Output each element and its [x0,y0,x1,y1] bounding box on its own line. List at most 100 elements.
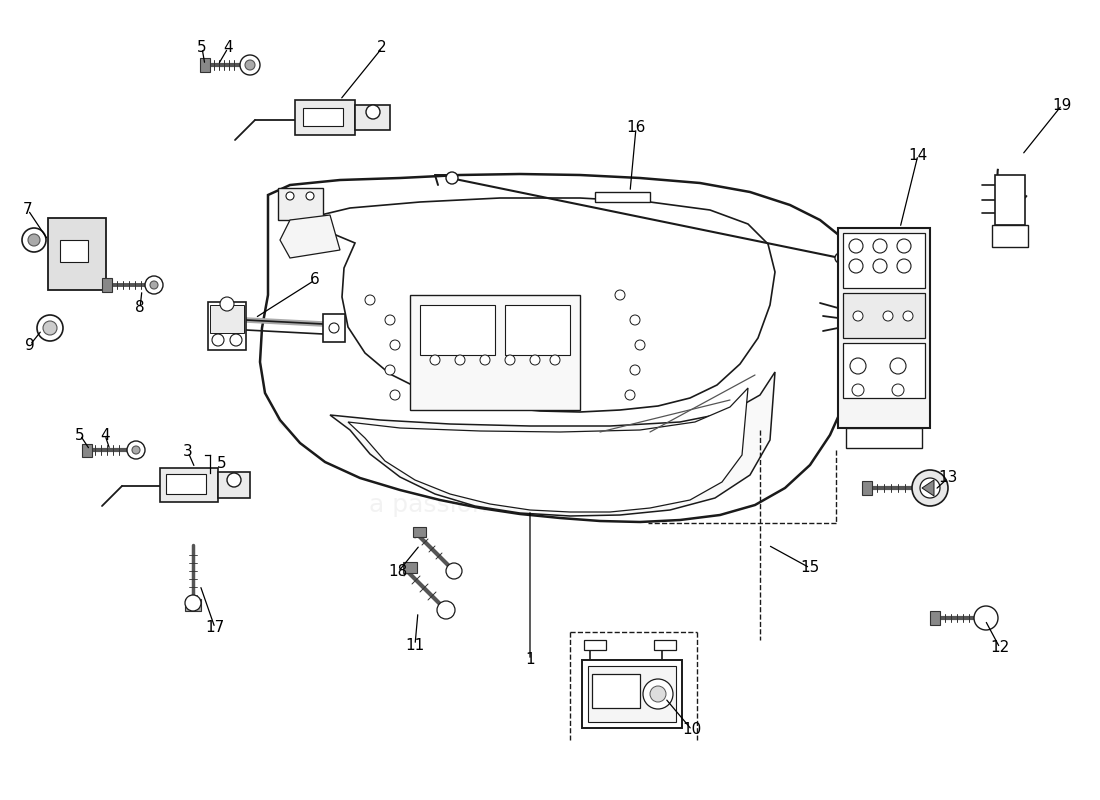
Circle shape [896,259,911,273]
Circle shape [150,281,158,289]
Bar [60,240,88,262]
Text: 1: 1 [525,653,535,667]
Bar [992,225,1028,247]
Circle shape [890,358,906,374]
Circle shape [505,355,515,365]
Circle shape [873,259,887,273]
Text: 5: 5 [75,427,85,442]
Circle shape [126,441,145,459]
Text: 10: 10 [682,722,702,738]
Circle shape [550,355,560,365]
Circle shape [849,259,864,273]
Bar [160,468,218,502]
Bar [505,305,570,355]
Polygon shape [330,372,776,516]
Bar [654,640,676,650]
Bar [48,218,106,290]
Bar [355,105,390,130]
Circle shape [455,355,465,365]
Bar [584,640,606,650]
Bar [420,305,495,355]
Circle shape [329,323,339,333]
Text: 8: 8 [135,301,145,315]
Circle shape [240,55,260,75]
Polygon shape [922,480,934,496]
Text: 3: 3 [183,445,192,459]
Circle shape [892,384,904,396]
Circle shape [903,311,913,321]
Circle shape [28,234,40,246]
Circle shape [974,606,998,630]
Bar [278,188,323,220]
Circle shape [230,334,242,346]
Bar [102,278,112,292]
Circle shape [306,192,313,200]
Text: 15: 15 [801,561,820,575]
Circle shape [912,470,948,506]
Circle shape [286,192,294,200]
Text: 19: 19 [1053,98,1071,113]
Bar [208,302,246,350]
Bar [843,293,925,338]
Bar [166,474,206,494]
Text: 18: 18 [388,565,408,579]
Text: 4: 4 [223,41,233,55]
Circle shape [43,321,57,335]
Text: 4: 4 [100,427,110,442]
Bar [410,295,580,410]
Circle shape [22,228,46,252]
Bar [323,314,345,342]
Circle shape [446,172,458,184]
Text: eurocarparts: eurocarparts [272,373,828,447]
Circle shape [437,601,455,619]
Bar [862,481,872,495]
Bar [838,228,930,428]
Polygon shape [280,215,340,258]
Circle shape [850,358,866,374]
Text: 11: 11 [406,638,425,653]
Bar [302,108,343,126]
Bar [582,660,682,728]
Circle shape [650,686,666,702]
Text: 7: 7 [23,202,33,218]
Circle shape [896,239,911,253]
Circle shape [446,563,462,579]
Circle shape [385,365,395,375]
Polygon shape [260,174,862,522]
Bar [200,58,210,72]
Bar [846,428,922,448]
Bar [996,175,1025,225]
Circle shape [625,390,635,400]
Circle shape [366,105,379,119]
Polygon shape [300,198,776,412]
Circle shape [635,340,645,350]
Circle shape [37,315,63,341]
Circle shape [430,355,440,365]
Bar [592,674,640,708]
Text: 9: 9 [25,338,35,353]
Bar [843,233,925,288]
Text: 13: 13 [938,470,958,486]
Circle shape [390,340,400,350]
Circle shape [245,60,255,70]
Bar [403,562,417,573]
Circle shape [227,473,241,487]
Circle shape [852,384,864,396]
Circle shape [220,297,234,311]
Text: 5: 5 [197,41,207,55]
Bar [843,343,925,398]
Circle shape [920,478,940,498]
Bar [930,611,940,625]
Circle shape [644,679,673,709]
Text: 16: 16 [626,121,646,135]
Bar [185,599,201,611]
Circle shape [852,311,864,321]
Text: 17: 17 [206,621,224,635]
Text: 14: 14 [909,147,927,162]
Circle shape [365,295,375,305]
Circle shape [145,276,163,294]
Text: 2: 2 [377,41,387,55]
Circle shape [615,290,625,300]
Polygon shape [348,388,748,512]
Circle shape [390,390,400,400]
